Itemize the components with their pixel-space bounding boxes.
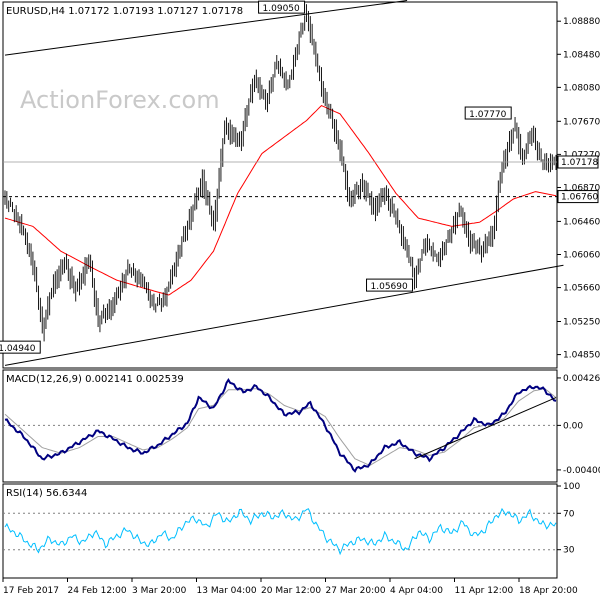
macd-y-tick-label: 0.004266 bbox=[563, 374, 600, 384]
x-tick-label: 4 Apr 04:00 bbox=[390, 586, 443, 596]
callout-box-2 bbox=[366, 278, 414, 292]
price-y-ticks: 1.08880 1.08480 1.08080 1.07670 1.07270 1.068… bbox=[557, 17, 600, 361]
x-tick-label: 24 Feb 12:00 bbox=[68, 586, 127, 596]
x-axis-labels: 17 Feb 2017 24 Feb 12:00 3 Mar 20:00 13 Mar… bbox=[2, 578, 578, 596]
x-tick-label: 17 Feb 2017 bbox=[3, 586, 59, 596]
x-tick-label: 3 Mar 20:00 bbox=[132, 586, 187, 596]
price-y-tick-label: 1.05660 bbox=[563, 284, 600, 294]
rsi-panel-frame bbox=[2, 483, 558, 579]
rsi-y-tick-label: 100 bbox=[563, 482, 580, 492]
macd-panel-frame bbox=[2, 369, 558, 483]
macd-lines bbox=[4, 377, 557, 473]
macd-y-tick-label: -0.004004 bbox=[563, 466, 600, 476]
price-y-tick-label: 1.06870 bbox=[563, 183, 600, 193]
price-header: EURUSD,H4 1.07172 1.07193 1.07127 1.0717… bbox=[6, 6, 243, 17]
current-price-label: 1.07178 bbox=[561, 158, 598, 168]
moving-average-path bbox=[4, 105, 557, 296]
price-y-tick-label: 1.08080 bbox=[563, 83, 600, 93]
channel-trendlines bbox=[4, 0, 564, 366]
level-label: 1.06760 bbox=[561, 193, 598, 203]
price-y-tick-label: 1.08480 bbox=[563, 50, 600, 60]
price-y-tick-label: 1.08880 bbox=[563, 17, 600, 27]
x-tick-label: 27 Mar 20:00 bbox=[326, 586, 386, 596]
trendline-1 bbox=[4, 264, 564, 366]
macd-y-ticks: 0.004266 0.00 -0.004004 bbox=[557, 374, 600, 476]
rsi-y-ticks: 100 70 30 bbox=[557, 482, 580, 556]
price-y-tick-label: 1.07670 bbox=[563, 117, 600, 127]
price-callouts: 1.09050 1.07770 1.05690 1.04940 bbox=[0, 0, 512, 354]
price-y-tick-label: 1.04850 bbox=[563, 351, 600, 361]
candlesticks bbox=[4, 4, 557, 342]
price-y-tick-label: 1.06460 bbox=[563, 217, 600, 227]
callout-box-1 bbox=[464, 106, 512, 120]
trendline-0 bbox=[4, 0, 408, 56]
x-tick-label: 11 Apr 12:00 bbox=[455, 586, 514, 596]
horizontal-level-line: 1.06760 bbox=[3, 190, 599, 204]
moving-average-line bbox=[4, 105, 557, 296]
rsi-line bbox=[4, 507, 557, 556]
macd-header: MACD(12,26,9) 0.002141 0.002539 bbox=[6, 374, 184, 385]
price-y-tick-label: 1.05250 bbox=[563, 318, 600, 328]
rsi-gridlines bbox=[3, 512, 557, 551]
level-label-box bbox=[557, 190, 599, 204]
callout-label-3: 1.04940 bbox=[0, 344, 36, 354]
macd-signal-line bbox=[4, 388, 557, 466]
current-price-marker: 1.07178 bbox=[3, 155, 599, 169]
rsi-path bbox=[4, 507, 557, 556]
callout-label-1: 1.07770 bbox=[469, 110, 506, 120]
callout-box-3 bbox=[0, 340, 41, 354]
watermark: ActionForex.com bbox=[20, 86, 220, 114]
current-price-box bbox=[557, 155, 599, 169]
x-tick-label: 20 Mar 12:00 bbox=[261, 586, 321, 596]
x-tick-label: 13 Mar 04:00 bbox=[197, 586, 257, 596]
macd-y-tick-label: 0.00 bbox=[563, 421, 583, 431]
macd-trendline bbox=[414, 397, 557, 460]
macd-main-line bbox=[4, 377, 557, 473]
callout-label-0: 1.09050 bbox=[263, 4, 300, 14]
price-y-tick-label: 1.06060 bbox=[563, 250, 600, 260]
rsi-header: RSI(14) 56.6344 bbox=[6, 488, 87, 499]
price-panel-frame bbox=[2, 1, 558, 369]
x-tick-label: 18 Apr 20:00 bbox=[519, 586, 578, 596]
callout-box-0 bbox=[258, 0, 306, 14]
price-y-tick-label: 1.07270 bbox=[563, 150, 600, 160]
callout-label-2: 1.05690 bbox=[371, 282, 408, 292]
rsi-y-tick-label: 30 bbox=[563, 546, 575, 556]
rsi-y-tick-label: 70 bbox=[563, 509, 575, 519]
